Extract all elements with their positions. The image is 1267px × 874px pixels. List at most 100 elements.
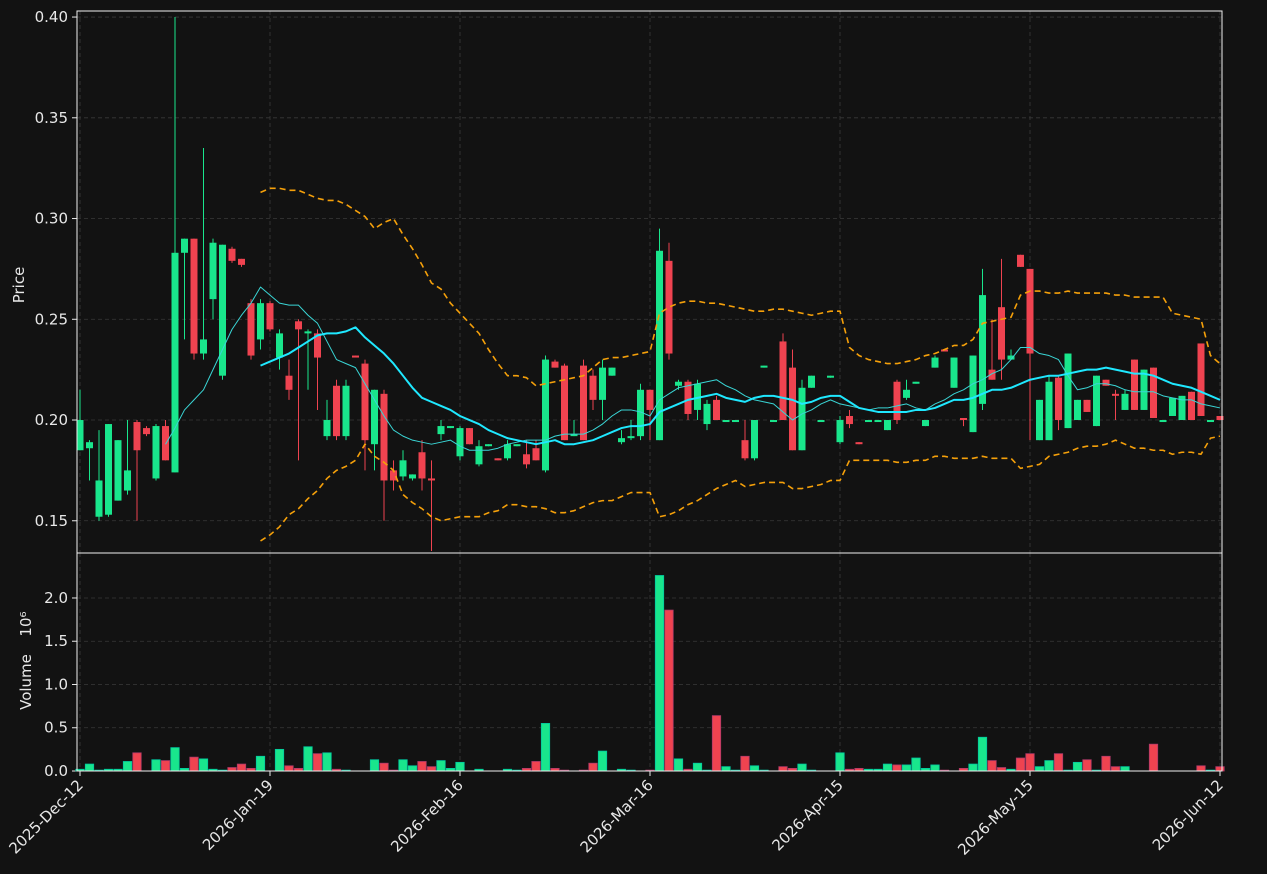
candle-body (209, 242, 217, 300)
candle-body (1007, 355, 1015, 360)
candle-body (1150, 367, 1157, 419)
volume-bar (369, 759, 380, 772)
volume-bar (122, 761, 133, 772)
candle-body (1055, 377, 1062, 421)
candle-body (1093, 375, 1100, 427)
volume-bar (303, 746, 313, 772)
candle-body (532, 448, 540, 461)
candle-body (760, 365, 768, 368)
candle-body (1188, 391, 1195, 421)
candle-body (266, 303, 274, 330)
volume-bar (778, 766, 788, 772)
candle-body (76, 420, 84, 451)
volume-bar (673, 758, 684, 772)
volume-bar (749, 765, 760, 772)
volume-bar (996, 767, 1007, 772)
volume-bar (170, 747, 180, 772)
candle-body (304, 331, 312, 334)
volume-bar (151, 759, 161, 772)
candle-body (95, 480, 103, 517)
volume-bar (1072, 761, 1083, 772)
candle-body (646, 389, 654, 410)
indicator-line (260, 326, 1221, 446)
candle-body (523, 454, 530, 465)
candle-body (884, 420, 891, 431)
candle-body (922, 420, 929, 427)
volume-bar (1044, 760, 1054, 772)
candle-body (684, 381, 692, 414)
candle-body (152, 426, 160, 479)
candle-body (741, 440, 749, 459)
candle-body (333, 385, 340, 437)
indicator-line (260, 435, 1221, 542)
volume-bar (797, 763, 807, 772)
volume-bar (189, 756, 199, 772)
candle-body (1207, 420, 1214, 423)
candle-body (969, 355, 977, 433)
volume-bar (1148, 743, 1159, 772)
candle-body (570, 434, 578, 437)
y-axis-label: Price (10, 267, 28, 304)
candle-body (342, 385, 350, 437)
candle-body (779, 341, 787, 421)
candle-body (352, 355, 359, 358)
volume-bar (987, 760, 997, 772)
candle-body (257, 303, 264, 340)
volume-bar (968, 763, 978, 772)
volume-bar (1082, 759, 1092, 772)
volume-bar (597, 750, 608, 772)
volume-bar (160, 760, 171, 772)
y-tick-label: 0.30 (35, 210, 68, 228)
y-tick-label: 1.0 (44, 675, 68, 693)
candle-body (732, 420, 739, 423)
volume-bar (398, 759, 408, 772)
volume-bar (711, 715, 722, 772)
candle-body (513, 444, 521, 447)
candle-body (808, 375, 815, 388)
candle-body (1169, 397, 1176, 416)
volume-bar (322, 752, 332, 772)
candle-body (608, 367, 616, 376)
candle-body (637, 389, 644, 437)
candle-body (390, 470, 397, 481)
candle-body (618, 438, 625, 443)
y-tick-label: 0.20 (35, 411, 68, 429)
volume-bar (236, 763, 247, 772)
candle-body (475, 446, 483, 465)
candle-body (542, 359, 549, 471)
candle-body (1083, 399, 1091, 412)
candle-body (1159, 420, 1167, 423)
candle-body (200, 339, 207, 354)
candle-body (105, 424, 112, 515)
candle-body (846, 415, 853, 425)
candle-body (703, 403, 711, 425)
candle-body (589, 375, 597, 400)
candle-body (133, 422, 141, 451)
candle-body (1026, 268, 1034, 354)
candle-body (181, 238, 188, 253)
volume-bar (407, 765, 418, 772)
candle-body (380, 393, 388, 481)
candle-body (247, 303, 255, 356)
candle-body (988, 369, 996, 380)
candle-body (124, 470, 131, 491)
candle-body (485, 444, 492, 447)
candle-body (295, 321, 302, 330)
candle-body (893, 381, 901, 421)
candle-body (1112, 393, 1119, 396)
volume-bar (664, 609, 674, 772)
candle-body (722, 420, 730, 423)
candle-body (228, 248, 236, 261)
candle-body (798, 387, 806, 451)
indicator-line (165, 286, 1221, 451)
candle-body (580, 365, 587, 441)
volume-bar (417, 761, 427, 772)
candle-body (912, 381, 920, 384)
candle-body (323, 420, 331, 437)
volume-bar (274, 748, 285, 772)
volume-bar (892, 764, 902, 772)
volume-bar (284, 765, 294, 772)
candle-body (770, 420, 777, 423)
volume-bar (227, 767, 237, 772)
